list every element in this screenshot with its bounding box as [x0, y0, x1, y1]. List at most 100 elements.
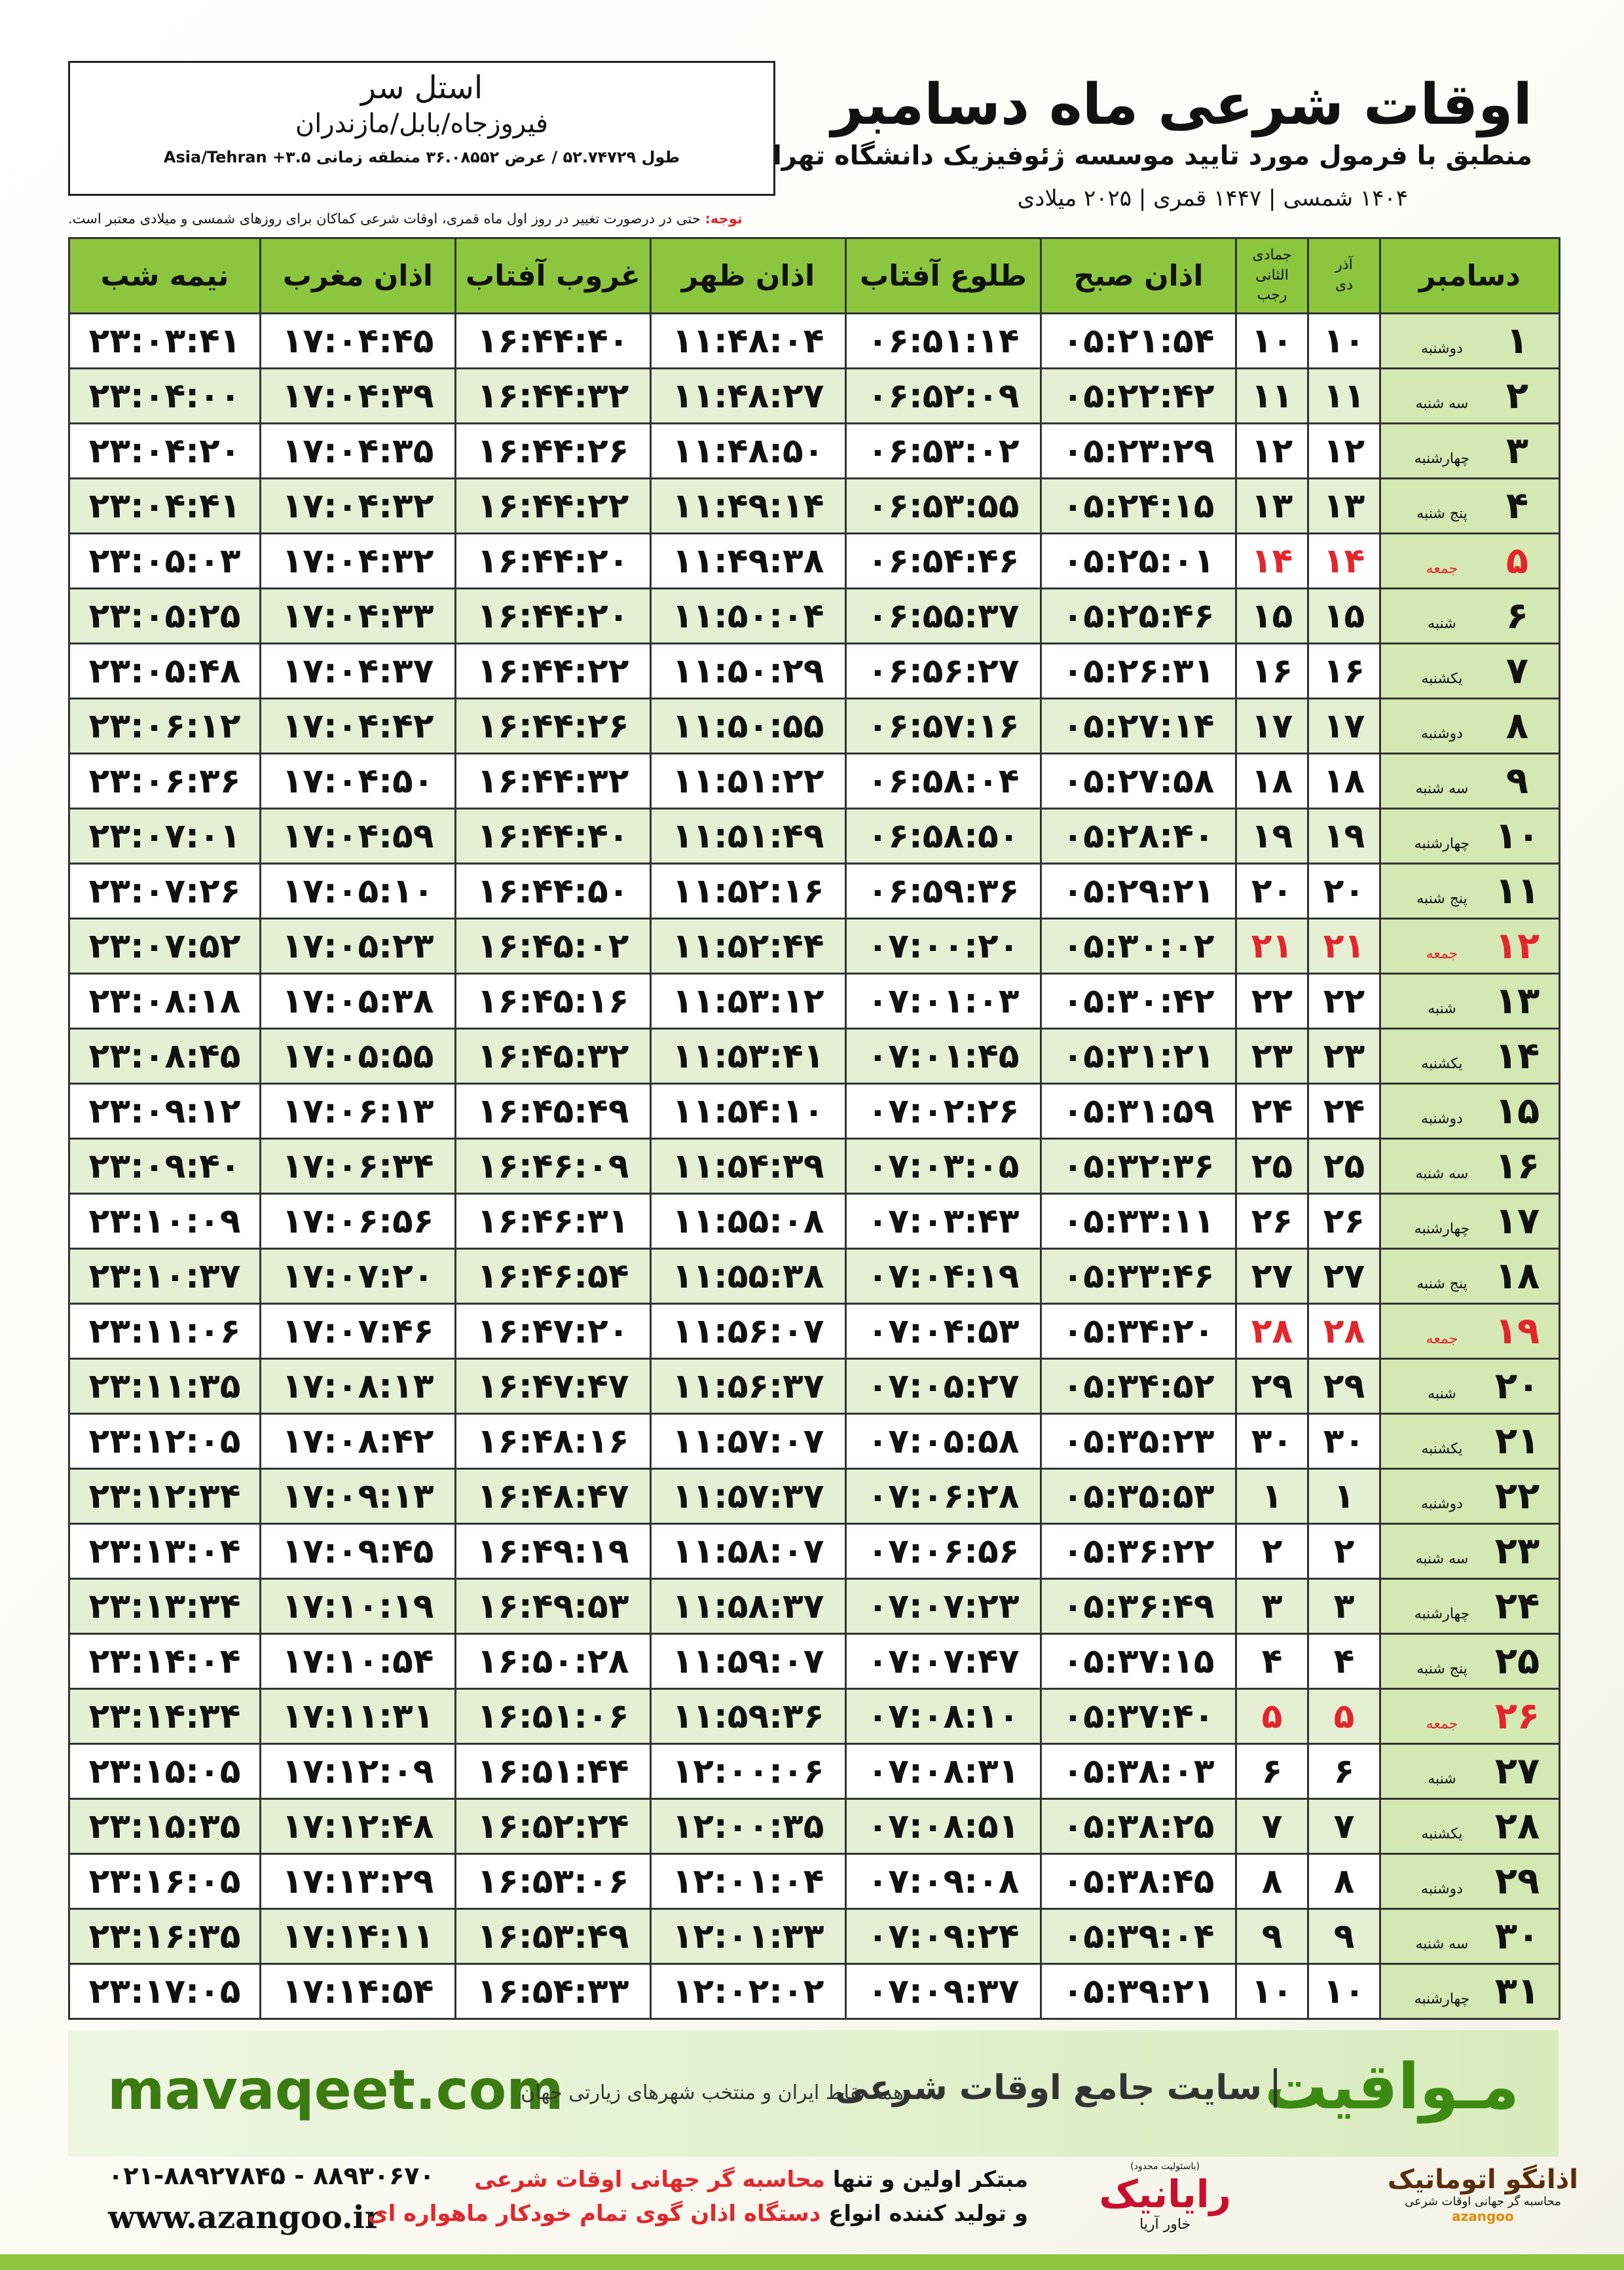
time-cell: ۰۷:۰۵:۲۷: [845, 1358, 1042, 1415]
time-cell: ۰۵:۲۹:۲۱: [1040, 863, 1237, 920]
row: ۲۷شنبه ۶ ۶ ۰۵:۳۸:۰۳ ۰۷:۰۸:۳۱ ۱۲:۰۰:۰۶ ۱۶:۵۱:۴۴…: [68, 1743, 1560, 1800]
row: ۷یکشنبه ۱۶ ۱۶ ۰۵:۲۶:۳۱ ۰۶:۵۶:۲۷ ۱۱:۵۰:۲۹ ۱۶:۴۴…: [68, 642, 1560, 699]
time-cell: ۱۷:۰۴:۳۳: [259, 587, 456, 644]
time-cell: ۰۵:۳۹:۰۴: [1040, 1908, 1237, 1965]
time-cell: ۲۳:۰۵:۲۵: [68, 587, 261, 644]
lunar-day: ۱۵: [1235, 587, 1309, 644]
time-cell: ۲۳:۱۷:۰۵: [68, 1963, 261, 2020]
time-cell: ۱۶:۵۰:۲۸: [454, 1633, 652, 1690]
lunar-day: ۱: [1235, 1468, 1309, 1525]
lunar-day: ۱۳: [1235, 477, 1309, 534]
weekday: شنبه: [1428, 1001, 1456, 1017]
website[interactable]: www.azangoo.ir: [108, 2199, 382, 2236]
time-cell: ۲۳:۱۰:۳۷: [68, 1248, 261, 1305]
lunar-day: ۲۳: [1307, 1028, 1381, 1085]
note: توجه: حتی در درصورت تغییر در روز اول ماه…: [68, 211, 1443, 227]
weekday: دوشنبه: [1421, 1496, 1463, 1512]
lunar-day: ۴: [1307, 1633, 1381, 1690]
site-url[interactable]: mavaqeet.com: [107, 2058, 564, 2122]
time-cell: ۰۷:۰۸:۱۰: [845, 1688, 1042, 1745]
time-cell: ۲۳:۱۶:۰۵: [68, 1853, 261, 1910]
lunar-day: ۱۶: [1235, 642, 1309, 699]
day-number: ۲۶: [1494, 1695, 1540, 1738]
time-cell: ۱۱:۴۸:۲۷: [650, 367, 847, 424]
date-cell: ۳ چهارشنبه: [1379, 422, 1560, 479]
day-number: ۱۱: [1494, 870, 1540, 912]
time-cell: ۱۶:۴۴:۲۶: [454, 698, 652, 754]
weekday: چهارشنبه: [1414, 1221, 1470, 1237]
time-cell: ۲۳:۱۰:۰۹: [68, 1193, 261, 1250]
date-cell: ۲ سه شنبه: [1379, 367, 1560, 424]
time-cell: ۲۳:۰۴:۰۰: [68, 367, 261, 424]
time-cell: ۱۷:۰۶:۵۶: [259, 1193, 456, 1250]
bottom-strip: [0, 2254, 1624, 2270]
time-cell: ۱۱:۵۰:۵۵: [650, 698, 847, 754]
lunar-day: ۳: [1307, 1578, 1381, 1635]
time-cell: ۱۶:۴۸:۱۶: [454, 1413, 652, 1470]
time-cell: ۰۵:۲۶:۳۱: [1040, 642, 1237, 699]
header-cell: طلوع آفتاب: [845, 237, 1042, 314]
logo-sub: محاسبه گر جهانی اوقات شرعی: [1405, 2195, 1561, 2208]
time-cell: ۱۷:۰۴:۳۵: [259, 422, 456, 479]
lunar-day: ۱: [1307, 1468, 1381, 1525]
time-cell: ۰۵:۲۷:۱۴: [1040, 698, 1237, 754]
location-coords: طول ۵۲.۷۴۷۲۹ / عرض ۳۶.۰۸۵۵۲ منطقه زمانی …: [163, 148, 680, 166]
weekday: سه شنبه: [1415, 396, 1469, 412]
row: ۹سه شنبه ۱۸ ۱۸ ۰۵:۲۷:۵۸ ۰۶:۵۸:۰۴ ۱۱:۵۱:۲۲ ۱۶:۴…: [68, 753, 1560, 809]
brand: مـواقیت: [1264, 2050, 1519, 2123]
date-cell: ۳۱ چهارشنبه: [1379, 1963, 1560, 2020]
time-cell: ۲۳:۱۴:۰۴: [68, 1633, 261, 1690]
date-cell: ۱۴ یکشنبه: [1379, 1028, 1560, 1085]
date-cell: ۲۲ دوشنبه: [1379, 1468, 1560, 1525]
time-cell: ۲۳:۰۹:۱۲: [68, 1083, 261, 1140]
time-cell: ۰۵:۳۹:۲۱: [1040, 1963, 1237, 2020]
time-cell: ۰۷:۰۸:۳۱: [845, 1743, 1042, 1800]
time-cell: ۰۵:۳۴:۵۲: [1040, 1358, 1237, 1415]
lunar-day: ۲: [1307, 1523, 1381, 1580]
time-cell: ۲۳:۰۳:۴۱: [68, 312, 261, 369]
lunar-day: ۲۵: [1235, 1138, 1309, 1195]
time-cell: ۱۶:۴۴:۳۲: [454, 367, 652, 424]
day-number: ۲۲: [1494, 1475, 1540, 1517]
subtitle: منطبق با فرمول مورد تایید موسسه ژئوفیزیک…: [750, 141, 1532, 171]
time-cell: ۱۶:۴۴:۴۰: [454, 808, 652, 865]
lunar-day: ۱۸: [1307, 753, 1381, 809]
time-cell: ۱۲:۰۱:۳۳: [650, 1908, 847, 1965]
time-cell: ۱۱:۵۲:۴۴: [650, 918, 847, 975]
weekday: دوشنبه: [1421, 341, 1463, 357]
lunar-day: ۲۰: [1307, 863, 1381, 920]
lunar-day: ۷: [1235, 1798, 1309, 1855]
day-number: ۳۰: [1494, 1915, 1540, 1958]
lunar-day: ۱۴: [1235, 532, 1309, 589]
location-box: استل سر فیروزجاه/بابل/مازندران طول ۵۲.۷۴…: [68, 61, 775, 196]
row: ۱۵دوشنبه ۲۴ ۲۴ ۰۵:۳۱:۵۹ ۰۷:۰۲:۲۶ ۱۱:۵۴:۱۰ ۱۶:۴…: [68, 1083, 1560, 1140]
lunar-day: ۱۹: [1307, 808, 1381, 865]
date-cell: ۱۶ سه شنبه: [1379, 1138, 1560, 1195]
time-cell: ۱۱:۵۸:۳۷: [650, 1578, 847, 1635]
time-cell: ۱۷:۱۱:۳۱: [259, 1688, 456, 1745]
time-cell: ۰۷:۰۶:۵۶: [845, 1523, 1042, 1580]
day-number: ۱۶: [1494, 1145, 1540, 1187]
lunar-day: ۱۰: [1307, 1963, 1381, 2020]
time-cell: ۰۶:۵۸:۵۰: [845, 808, 1042, 865]
day-number: ۱۸: [1494, 1255, 1540, 1297]
logo-note: (باسئولیت محدود): [1130, 2161, 1200, 2172]
time-cell: ۱۷:۰۴:۳۲: [259, 477, 456, 534]
time-cell: ۰۶:۵۵:۳۷: [845, 587, 1042, 644]
weekday: چهارشنبه: [1414, 836, 1470, 852]
lunar-day: ۱۴: [1307, 532, 1381, 589]
date-cell: ۸ دوشنبه: [1379, 698, 1560, 754]
location-region: فیروزجاه/بابل/مازندران: [295, 109, 549, 139]
day-number: ۸: [1505, 705, 1529, 747]
row: ۳۰سه شنبه ۹ ۹ ۰۵:۳۹:۰۴ ۰۷:۰۹:۲۴ ۱۲:۰۱:۳۳ ۱۶:۵۳…: [68, 1908, 1560, 1965]
footer-line: مبتکر اولین و تنها محاسبه گر جهانی اوقات…: [474, 2167, 1028, 2193]
weekday: یکشنبه: [1421, 671, 1463, 687]
lunar-day: ۲۰: [1235, 863, 1309, 920]
lunar-day: ۲: [1235, 1523, 1309, 1580]
row: ۶شنبه ۱۵ ۱۵ ۰۵:۲۵:۴۶ ۰۶:۵۵:۳۷ ۱۱:۵۰:۰۴ ۱۶:۴۴:۲…: [68, 587, 1560, 644]
time-cell: ۰۷:۰۴:۱۹: [845, 1248, 1042, 1305]
lunar-day: ۱۷: [1307, 698, 1381, 754]
time-cell: ۰۵:۳۳:۴۶: [1040, 1248, 1237, 1305]
day-number: ۲۷: [1494, 1750, 1540, 1793]
